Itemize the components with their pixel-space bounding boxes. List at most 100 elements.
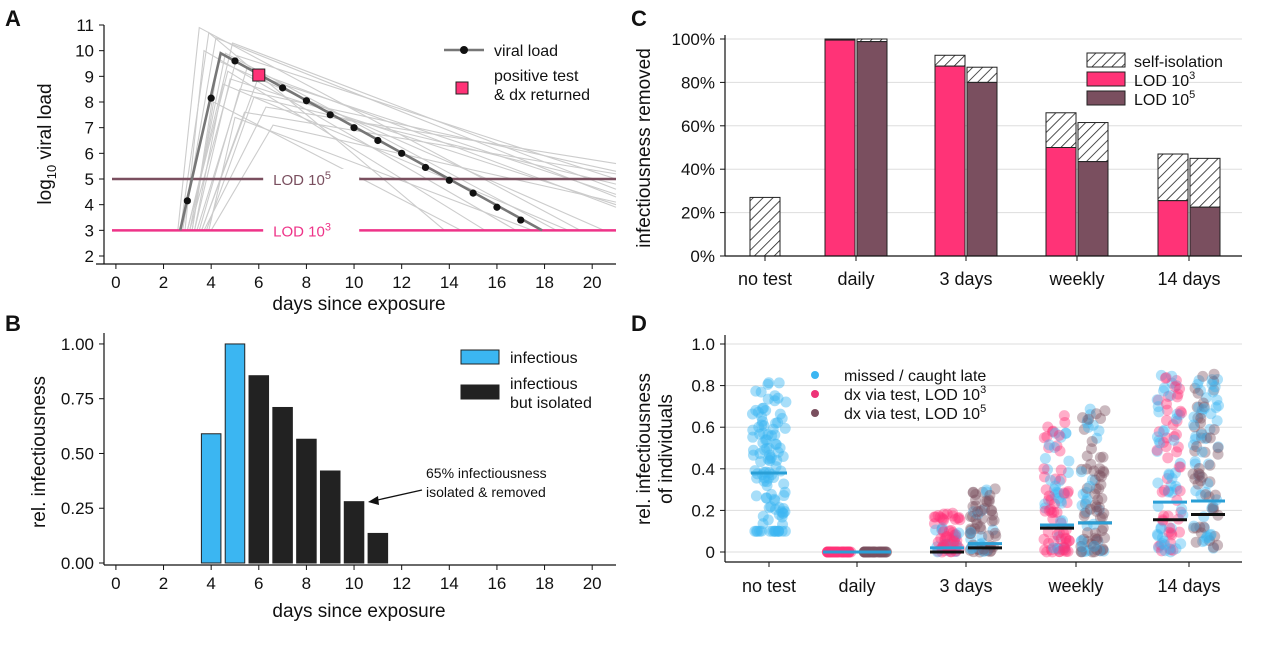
- annotation-line-1: 65% infectiousness: [426, 465, 547, 481]
- point-weekly-lod5: [1090, 483, 1102, 495]
- point-14days-lod3: [1155, 522, 1167, 534]
- point-weekly-lod5: [1080, 496, 1092, 508]
- point-no-test: [778, 490, 790, 502]
- point-3days-lod3: [928, 511, 940, 523]
- legend-swatch-lod5: [1086, 90, 1126, 106]
- point-3days-lod5: [990, 530, 1002, 542]
- point-weekly-lod3: [1048, 542, 1060, 554]
- point-14days-lod5: [1195, 489, 1207, 501]
- panel-d-ytick-label: 1.0: [691, 335, 715, 354]
- background-trajectory-7: [186, 70, 486, 231]
- point-3days-lod3: [936, 524, 948, 536]
- point-weekly-lod3: [1039, 544, 1051, 556]
- point-14days-lod5: [1206, 378, 1218, 390]
- panel-a-xlabel: days since exposure: [272, 294, 445, 315]
- panel-d-category-label: weekly: [1047, 576, 1103, 596]
- point-14days-lod3: [1171, 415, 1183, 427]
- point-14days-lod3: [1151, 445, 1163, 457]
- background-trajectory-16: [210, 124, 617, 231]
- point-weekly-lod3: [1060, 546, 1072, 558]
- point-14days-lod3: [1160, 372, 1172, 384]
- point-weekly-lod3: [1049, 480, 1061, 492]
- point-weekly-lod5: [1092, 536, 1104, 548]
- background-trajectory-0: [177, 26, 581, 231]
- point-14days-lod5: [1197, 536, 1209, 548]
- panel-b-xlabel: days since exposure: [272, 601, 445, 622]
- background-trajectory-17: [189, 52, 557, 231]
- point-3days-lod3: [939, 532, 951, 544]
- point-3days-lod3: [936, 522, 948, 534]
- point-14days-lod5: [1211, 394, 1223, 406]
- point-3days-lod3: [948, 535, 960, 547]
- point-3days-lod5: [984, 489, 996, 501]
- point-14days-lod5: [1196, 429, 1208, 441]
- point-weekly-lod5: [1079, 507, 1091, 519]
- point-weekly-lod5: [1090, 408, 1102, 420]
- point-14days-lod5: [1205, 408, 1217, 420]
- point-no-test: [762, 514, 774, 526]
- point-14days-lod3: [1156, 486, 1168, 498]
- point-3days-lod5: [970, 494, 982, 506]
- point-weekly-lod3: [1059, 544, 1071, 556]
- point-weekly-lod3: [1062, 545, 1074, 557]
- point-weekly-lod5: [1078, 510, 1090, 522]
- point-3days-lod3: [936, 523, 948, 535]
- point-14days-lod3: [1163, 543, 1175, 555]
- point-weekly-lod5: [1099, 405, 1111, 417]
- point-14days-lod3: [1167, 419, 1179, 431]
- point-14days-lod3: [1152, 401, 1164, 413]
- point-no-test: [769, 429, 781, 441]
- point-weekly-lod5: [1094, 463, 1106, 475]
- panel-a-ytick-label: 2: [85, 247, 94, 266]
- panel-c-ytick-label: 0%: [690, 247, 715, 266]
- point-14days-lod5: [1189, 421, 1201, 433]
- point-3days-lod5: [985, 505, 997, 517]
- point-weekly-lod5: [1089, 532, 1101, 544]
- panel-a-xtick-label: 8: [302, 273, 311, 292]
- point-3days-lod5: [981, 484, 993, 496]
- point-weekly-lod5: [1088, 546, 1100, 558]
- point-weekly-lod5: [1089, 474, 1101, 486]
- sample-point-day-8: [302, 97, 311, 105]
- point-weekly-lod3: [1039, 505, 1051, 517]
- point-14days-lod5: [1208, 541, 1220, 553]
- point-3days-lod5: [980, 495, 992, 507]
- point-14days-lod3: [1156, 545, 1168, 557]
- point-14days-lod3: [1163, 469, 1175, 481]
- point-weekly-lod5: [1081, 414, 1093, 426]
- background-trajectory-12: [191, 101, 462, 231]
- legend-swatch-infectious: [460, 349, 500, 365]
- point-weekly-lod3: [1060, 532, 1072, 544]
- point-weekly-lod5: [1080, 463, 1092, 475]
- main-trajectory-line: [178, 51, 543, 232]
- point-14days-lod5: [1188, 520, 1200, 532]
- legend-swatch-isolated: [460, 384, 500, 400]
- point-no-test: [772, 392, 784, 404]
- point-weekly-lod3: [1041, 431, 1053, 443]
- legend-label-isolated-2: but isolated: [510, 395, 592, 412]
- point-3days-lod5: [965, 533, 977, 545]
- point-14days-lod3: [1165, 527, 1177, 539]
- panel-c-ytick-label: 100%: [672, 30, 715, 49]
- point-3days-lod3: [930, 524, 942, 536]
- point-14days-lod3: [1166, 472, 1178, 484]
- point-14days-lod5: [1204, 432, 1216, 444]
- point-14days-lod5: [1187, 439, 1199, 451]
- point-14days-lod5: [1190, 536, 1202, 548]
- point-weekly-lod3: [1038, 463, 1050, 475]
- point-weekly-lod5: [1084, 480, 1096, 492]
- point-weekly-lod3: [1055, 495, 1067, 507]
- point-3days-lod5: [967, 486, 979, 498]
- point-weekly-lod5: [1094, 451, 1106, 463]
- point-3days-lod5: [977, 504, 989, 516]
- point-14days-lod5: [1197, 370, 1209, 382]
- sample-point-day-14: [445, 176, 453, 184]
- point-weekly-lod3: [1045, 503, 1057, 515]
- bar-lod-2-1: [966, 81, 998, 257]
- point-weekly-lod5: [1081, 482, 1093, 494]
- point-weekly-lod3: [1052, 542, 1064, 554]
- panel-b-ylabel: rel. infectiousness: [29, 376, 50, 528]
- point-14days-lod5: [1212, 448, 1224, 460]
- point-no-test: [777, 508, 789, 520]
